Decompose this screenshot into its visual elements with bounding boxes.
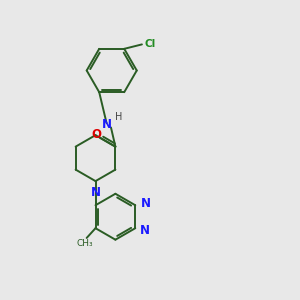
Text: Cl: Cl <box>145 39 156 49</box>
Text: O: O <box>91 128 101 141</box>
Text: N: N <box>102 118 112 131</box>
Text: CH₃: CH₃ <box>77 239 94 248</box>
Text: H: H <box>115 112 122 122</box>
Text: N: N <box>141 197 151 210</box>
Text: N: N <box>91 185 101 199</box>
Text: N: N <box>140 224 150 237</box>
